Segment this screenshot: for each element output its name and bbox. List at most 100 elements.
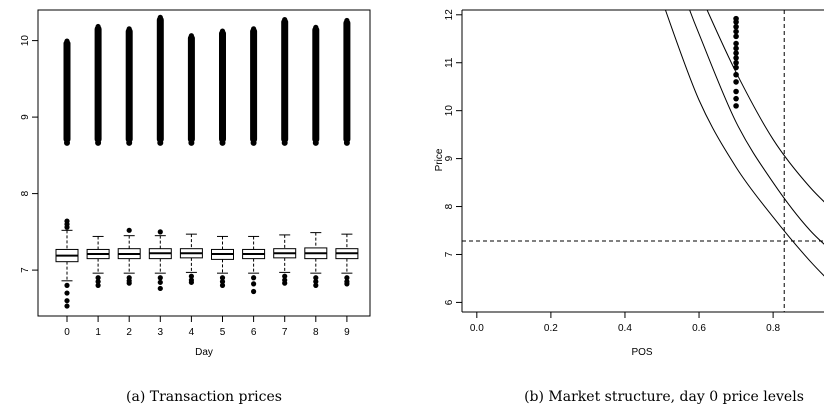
outlier-point: [344, 281, 350, 287]
outlier-cluster: [281, 18, 289, 143]
plot-frame: [37, 9, 371, 317]
x-tick-label: 0.6: [692, 323, 706, 334]
x-axis-label: Day: [195, 347, 213, 358]
outlier-cluster: [94, 25, 102, 143]
price-point: [733, 103, 739, 109]
outlier-point: [282, 17, 288, 23]
demand-curve: [664, 10, 824, 277]
outlier-point: [157, 229, 163, 235]
outlier-point: [64, 38, 70, 44]
demand-curve: [689, 10, 824, 245]
y-tick-label: 9: [20, 114, 31, 120]
outlier-point: [251, 26, 257, 32]
x-tick-label: 0.2: [544, 323, 558, 334]
outlier-point: [157, 275, 163, 281]
y-tick-label: 8: [20, 190, 31, 196]
x-tick-label: 5: [220, 327, 226, 338]
x-tick-label: 1: [95, 327, 101, 338]
outlier-point: [313, 275, 319, 281]
outlier-point: [219, 278, 226, 285]
outlier-point: [251, 275, 257, 281]
outlier-point: [344, 275, 350, 281]
outlier-cluster: [343, 19, 351, 143]
outlier-cluster: [156, 16, 164, 143]
outlier-point: [219, 282, 226, 288]
y-tick-label: 9: [444, 155, 455, 161]
outlier-point: [312, 139, 319, 146]
y-tick-label: 8: [444, 203, 455, 209]
y-tick-label: 10: [20, 35, 31, 47]
outlier-point: [64, 298, 70, 304]
outlier-point: [64, 282, 70, 288]
outlier-point: [64, 290, 70, 296]
y-axis-label: Price: [434, 148, 445, 171]
x-tick-label: 9: [344, 327, 350, 338]
outlier-point: [95, 282, 101, 288]
outlier-point: [313, 278, 319, 285]
outlier-cluster: [312, 26, 320, 143]
outlier-point: [282, 280, 288, 286]
outlier-point: [251, 288, 257, 295]
outlier-point: [157, 14, 163, 20]
outlier-point: [64, 303, 70, 309]
outlier-point: [157, 285, 163, 292]
x-tick-label: 2: [126, 327, 132, 338]
y-tick-label: 7: [20, 267, 31, 273]
outlier-point: [251, 281, 257, 287]
outlier-point: [219, 139, 226, 146]
outlier-cluster: [250, 27, 258, 143]
outlier-point: [250, 139, 257, 146]
outlier-point: [343, 139, 350, 146]
x-tick-label: 4: [189, 327, 195, 338]
y-tick-label: 10: [444, 105, 455, 117]
price-point: [733, 15, 739, 22]
outlier-point: [95, 23, 101, 30]
y-tick-label: 11: [444, 57, 455, 68]
price-point: [733, 28, 739, 35]
outlier-point: [126, 26, 132, 32]
outlier-point: [219, 28, 226, 34]
x-tick-label: 8: [313, 327, 319, 338]
outlier-point: [188, 33, 194, 39]
outlier-point: [126, 139, 133, 146]
x-tick-label: 7: [282, 327, 288, 338]
outlier-point: [188, 273, 194, 279]
outlier-cluster: [187, 34, 195, 143]
price-point: [733, 55, 739, 61]
price-point: [733, 64, 739, 71]
boxplot-panel: 0 1 2 3 4 5 6 7 8 9 7 8 9 10 Day (a) Transaction pri…: [20, 9, 371, 405]
outlier-cluster: [63, 40, 71, 143]
outlier-point: [64, 139, 70, 146]
outlier-point: [64, 218, 70, 224]
outlier-point: [126, 280, 132, 286]
price-point: [733, 71, 739, 78]
caption: (b) Market structure, day 0 price levels: [524, 389, 804, 405]
price-point: [733, 95, 739, 102]
outlier-cluster: [125, 27, 133, 143]
outlier-point: [188, 279, 194, 285]
price-point: [733, 50, 739, 56]
outlier-point: [344, 17, 350, 24]
price-point: [733, 23, 739, 30]
y-tick-label: 6: [444, 299, 455, 305]
outlier-point: [188, 139, 195, 146]
outlier-point: [126, 227, 132, 233]
x-tick-label: 6: [251, 327, 257, 338]
outlier-point: [95, 278, 101, 285]
x-tick-label: 3: [158, 327, 164, 338]
y-tick-label: 12: [444, 9, 455, 21]
outlier-point: [313, 282, 319, 288]
outlier-point: [157, 139, 164, 146]
y-tick-label: 7: [444, 251, 455, 257]
x-tick-label: 0.0: [470, 323, 484, 334]
price-point: [733, 88, 739, 95]
price-point: [733, 45, 739, 52]
outlier-point: [219, 275, 226, 281]
x-tick-label: 0.8: [766, 323, 780, 334]
price-point: [733, 33, 739, 40]
outlier-point: [95, 139, 102, 146]
demand-curve: [706, 10, 824, 203]
outlier-cluster: [219, 30, 226, 143]
